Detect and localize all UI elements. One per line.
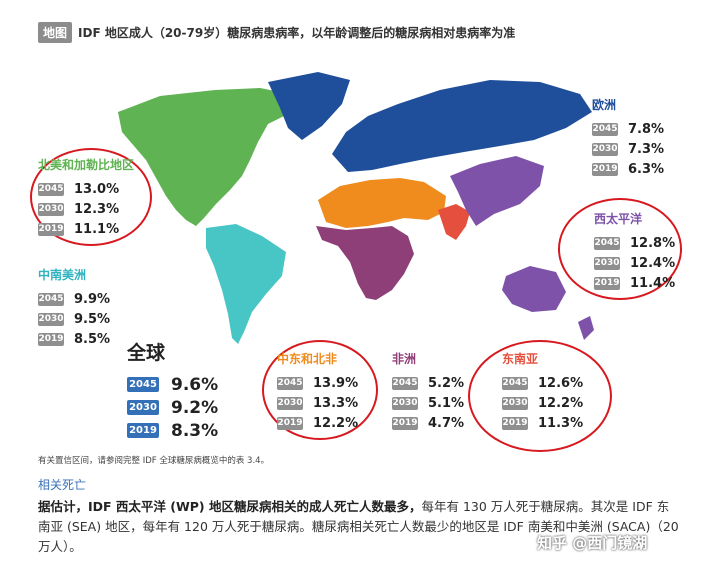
- region-mena: 中东和北非 2045 13.9% 2030 13.3% 2019 12.2%: [277, 350, 358, 433]
- australia-shape: [502, 266, 566, 312]
- prevalence-value: 6.3%: [628, 161, 665, 177]
- mena-shape: [318, 178, 446, 228]
- year-badge: 2045: [38, 292, 64, 306]
- region-western-pacific: 西太平洋 2045 12.8% 2030 12.4% 2019 11.4%: [594, 210, 675, 293]
- region-south-america: 中南美洲 2045 9.9% 2030 9.5% 2019 8.5%: [38, 266, 110, 349]
- prevalence-value: 8.3%: [171, 420, 219, 441]
- paragraph-rest: 每年有 130 万人死于糖尿病。其次是 IDF 东南亚 (SEA) 地区，每年有…: [38, 499, 679, 554]
- region-name: 非洲: [392, 352, 417, 366]
- year-badge: 2045: [594, 236, 620, 250]
- year-badge: 2030: [38, 202, 64, 216]
- year-badge: 2030: [127, 400, 159, 415]
- global-title: 全球: [127, 342, 166, 364]
- year-badge: 2030: [392, 396, 418, 410]
- map-tag: 地图: [38, 22, 73, 43]
- year-badge: 2030: [277, 396, 303, 410]
- prevalence-value: 11.1%: [74, 221, 120, 237]
- prevalence-value: 7.3%: [628, 141, 665, 157]
- year-badge: 2019: [594, 276, 620, 290]
- western-pacific-shape: [450, 156, 544, 226]
- prevalence-value: 11.3%: [538, 415, 584, 431]
- year-badge: 2045: [392, 376, 418, 390]
- year-badge: 2030: [592, 142, 618, 156]
- prevalence-value: 5.1%: [428, 395, 465, 411]
- prevalence-value: 9.9%: [74, 291, 111, 307]
- prevalence-value: 12.2%: [313, 415, 359, 431]
- new-zealand-shape: [578, 316, 594, 340]
- south-east-asia-shape: [438, 204, 470, 240]
- year-badge: 2019: [502, 416, 528, 430]
- prevalence-value: 4.7%: [428, 415, 465, 431]
- year-badge: 2019: [592, 162, 618, 176]
- prevalence-value: 12.4%: [630, 255, 676, 271]
- region-europe: 欧洲 2045 7.8% 2030 7.3% 2019 6.3%: [592, 96, 664, 179]
- region-name: 东南亚: [502, 352, 539, 366]
- highlight-circle-mena: [262, 340, 378, 440]
- year-badge: 2019: [277, 416, 303, 430]
- year-badge: 2019: [392, 416, 418, 430]
- region-name: 北美和加勒比地区: [38, 158, 135, 172]
- region-south-east-asia: 东南亚 2045 12.6% 2030 12.2% 2019 11.3%: [502, 350, 583, 433]
- year-badge: 2030: [594, 256, 620, 270]
- prevalence-value: 12.2%: [538, 395, 584, 411]
- section-title: 相关死亡: [38, 478, 87, 492]
- year-badge: 2030: [38, 312, 64, 326]
- region-name: 中南美洲: [38, 268, 87, 282]
- prevalence-value: 9.2%: [171, 397, 219, 418]
- prevalence-value: 9.5%: [74, 311, 111, 327]
- year-badge: 2019: [38, 332, 64, 346]
- region-name: 欧洲: [592, 98, 617, 112]
- prevalence-value: 5.2%: [428, 375, 465, 391]
- prevalence-value: 12.8%: [630, 235, 676, 251]
- africa-shape: [316, 226, 414, 300]
- year-badge: 2045: [127, 377, 159, 392]
- prevalence-value: 7.8%: [628, 121, 665, 137]
- prevalence-value: 8.5%: [74, 331, 111, 347]
- prevalence-value: 13.9%: [313, 375, 359, 391]
- prevalence-value: 12.3%: [74, 201, 120, 217]
- south-america-shape: [206, 224, 286, 344]
- highlight-circle-western-pacific: [558, 198, 682, 300]
- year-badge: 2030: [502, 396, 528, 410]
- north-america-shape: [118, 88, 300, 226]
- prevalence-value: 9.6%: [171, 374, 219, 395]
- prevalence-value: 13.3%: [313, 395, 359, 411]
- year-badge: 2019: [127, 423, 159, 438]
- watermark: 知乎 @西门镜湖: [537, 534, 648, 552]
- prevalence-value: 11.4%: [630, 275, 676, 291]
- body-paragraph: 据估计，IDF 西太平洋 (WP) 地区糖尿病相关的成人死亡人数最多，每年有 1…: [38, 497, 680, 557]
- greenland-shape: [268, 72, 350, 140]
- year-badge: 2045: [277, 376, 303, 390]
- region-name: 西太平洋: [594, 212, 643, 226]
- year-badge: 2045: [592, 122, 618, 136]
- year-badge: 2019: [38, 222, 64, 236]
- europe-shape: [332, 80, 592, 172]
- region-name: 中东和北非: [277, 352, 338, 366]
- year-badge: 2045: [38, 182, 64, 196]
- year-badge: 2045: [502, 376, 528, 390]
- prevalence-value: 12.6%: [538, 375, 584, 391]
- region-north-america: 北美和加勒比地区 2045 13.0% 2030 12.3% 2019 11.1%: [38, 156, 134, 239]
- map-title-row: 地图 IDF 地区成人（20-79岁）糖尿病患病率，以年龄调整后的糖尿病相对患病…: [38, 22, 515, 43]
- map-title: IDF 地区成人（20-79岁）糖尿病患病率，以年龄调整后的糖尿病相对患病率为准: [78, 26, 516, 40]
- region-africa: 非洲 2045 5.2% 2030 5.1% 2019 4.7%: [392, 350, 464, 433]
- confidence-note: 有关置信区间，请参阅完整 IDF 全球糖尿病概览中的表 3.4。: [38, 456, 270, 466]
- prevalence-value: 13.0%: [74, 181, 120, 197]
- highlight-circle-north-america: [30, 148, 152, 246]
- region-global: 全球 2045 9.6% 2030 9.2% 2019 8.3%: [127, 338, 218, 442]
- highlight-circle-south-east-asia: [468, 340, 612, 452]
- paragraph-bold: 据估计，IDF 西太平洋 (WP) 地区糖尿病相关的成人死亡人数最多，: [38, 499, 422, 514]
